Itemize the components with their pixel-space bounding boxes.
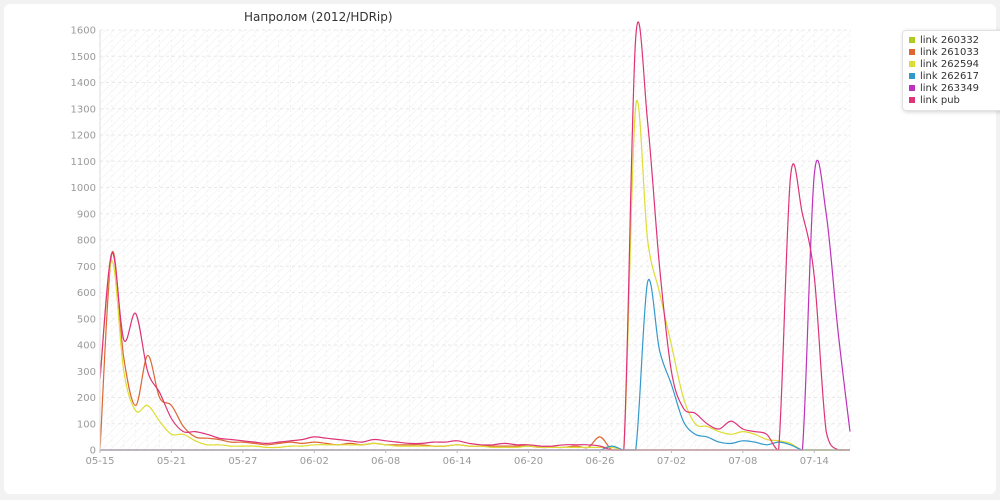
y-tick-label: 1500 bbox=[71, 52, 96, 63]
legend-swatch bbox=[909, 49, 915, 55]
y-tick-label: 900 bbox=[77, 209, 96, 220]
y-tick-label: 0 bbox=[90, 446, 96, 457]
legend-item-0[interactable]: link 260332 bbox=[909, 34, 1000, 46]
y-tick-label: 100 bbox=[77, 419, 96, 430]
legend-swatch bbox=[909, 73, 915, 79]
legend-swatch bbox=[909, 61, 915, 67]
line-chart: 0 100 200 300 400 500 600 700 800 900 1000 1100 1200… bbox=[71, 10, 851, 467]
y-tick-label: 1000 bbox=[71, 183, 96, 194]
x-tick-label: 06-20 bbox=[514, 456, 543, 467]
y-tick-label: 1200 bbox=[71, 131, 96, 142]
legend-item-2[interactable]: link 262594 bbox=[909, 58, 1000, 70]
legend-label: link 263349 bbox=[920, 82, 980, 94]
y-tick-label: 600 bbox=[77, 288, 96, 299]
legend-swatch bbox=[909, 37, 915, 43]
x-tick-label: 07-02 bbox=[657, 456, 686, 467]
y-tick-label: 1400 bbox=[71, 78, 96, 89]
legend-item-3[interactable]: link 262617 bbox=[909, 70, 1000, 82]
x-tick-label: 07-08 bbox=[728, 456, 757, 467]
x-tick-label: 06-02 bbox=[300, 456, 329, 467]
legend-swatch bbox=[909, 85, 915, 91]
legend-swatch bbox=[909, 97, 915, 103]
x-tick-label: 07-14 bbox=[800, 456, 829, 467]
grid-lines bbox=[99, 29, 851, 451]
y-tick-label: 700 bbox=[77, 262, 96, 273]
legend-item-5[interactable]: link pub bbox=[909, 94, 1000, 106]
y-tick-label: 400 bbox=[77, 341, 96, 352]
legend-item-1[interactable]: link 261033 bbox=[909, 46, 1000, 58]
legend-item-4[interactable]: link 263349 bbox=[909, 82, 1000, 94]
y-tick-label: 200 bbox=[77, 393, 96, 404]
x-tick-label: 06-08 bbox=[371, 456, 400, 467]
y-tick-label: 1300 bbox=[71, 104, 96, 115]
series-line-2 bbox=[99, 100, 850, 451]
y-tick-label: 1600 bbox=[71, 26, 96, 37]
x-tick-label: 06-26 bbox=[585, 456, 614, 467]
legend: link 260332 link 261033 link 262594 link 26… bbox=[902, 30, 1000, 111]
x-tick-label: 05-15 bbox=[85, 456, 114, 467]
axes: 0 100 200 300 400 500 600 700 800 900 1000 1100 1200… bbox=[71, 26, 850, 467]
y-tick-label: 300 bbox=[77, 367, 96, 378]
series-line-5 bbox=[99, 21, 850, 451]
legend-label: link pub bbox=[920, 94, 960, 106]
y-tick-label: 500 bbox=[77, 314, 96, 325]
chart-frame: 0 100 200 300 400 500 600 700 800 900 1000 1100 1200… bbox=[4, 4, 1000, 494]
legend-label: link 262594 bbox=[920, 58, 980, 70]
x-tick-label: 06-14 bbox=[443, 456, 472, 467]
legend-label: link 260332 bbox=[920, 34, 980, 46]
y-tick-label: 800 bbox=[77, 236, 96, 247]
chart-title: Напролом (2012/HDRip) bbox=[244, 10, 393, 24]
legend-label: link 261033 bbox=[920, 46, 980, 58]
y-tick-label: 1100 bbox=[71, 157, 96, 168]
x-tick-label: 05-21 bbox=[157, 456, 186, 467]
legend-label: link 262617 bbox=[920, 70, 980, 82]
x-tick-label: 05-27 bbox=[228, 456, 257, 467]
